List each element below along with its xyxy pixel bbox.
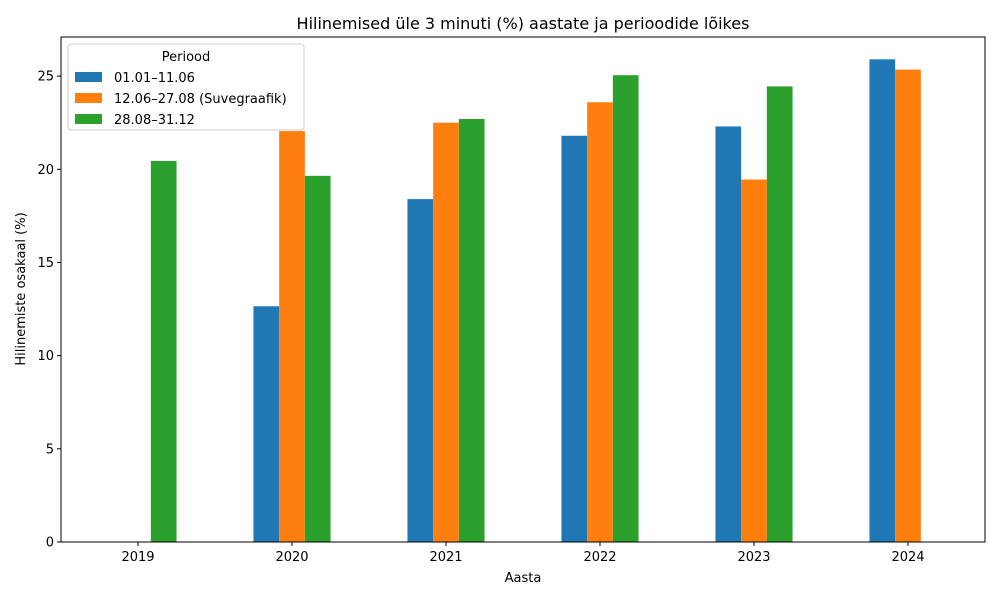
x-tick-label: 2024 xyxy=(891,550,924,565)
bar-2023-series-3 xyxy=(766,86,793,542)
bar-2024-series-2 xyxy=(895,69,921,543)
legend-swatch-series-3 xyxy=(75,114,102,124)
axes-frame xyxy=(60,36,986,543)
bar-2019-series-3 xyxy=(150,160,177,543)
bar-2021-series-3 xyxy=(458,118,485,543)
y-tick-label: 5 xyxy=(46,442,54,457)
bar-2024-series-1 xyxy=(869,59,896,543)
chart-title: Hilinemised üle 3 minuti (%) aastate ja … xyxy=(297,14,750,33)
bar-2020-series-2 xyxy=(279,131,305,543)
y-tick-label: 15 xyxy=(37,256,54,271)
plot-area: 0 5 10 15 20 25 2019 2020 2021 2022 2023 2024 xyxy=(37,36,986,565)
bar-2022-series-3 xyxy=(612,75,639,542)
y-tick-label: 0 xyxy=(46,536,54,551)
bar-2020-series-1 xyxy=(253,306,280,542)
y-axis-title: Hilinemiste osakaal (%) xyxy=(14,212,29,365)
x-tick-label: 2022 xyxy=(583,550,616,565)
legend-label-series-1: 01.01–11.06 xyxy=(114,71,195,86)
legend-swatch-series-2 xyxy=(75,93,102,103)
x-tick-label: 2020 xyxy=(275,550,308,565)
legend-label-series-3: 28.08–31.12 xyxy=(114,113,195,128)
legend-title: Periood xyxy=(162,50,211,65)
y-tick-label: 10 xyxy=(37,349,54,364)
bar-2023-series-1 xyxy=(715,126,742,542)
x-tick-label: 2021 xyxy=(429,550,462,565)
legend-swatch-series-1 xyxy=(75,72,102,82)
bar-2023-series-2 xyxy=(741,179,767,542)
x-tick-label: 2023 xyxy=(737,550,770,565)
y-tick-label: 25 xyxy=(37,70,54,85)
bar-2021-series-2 xyxy=(433,122,459,542)
x-tick-label: 2019 xyxy=(121,550,154,565)
bar-2020-series-3 xyxy=(304,175,331,542)
bar-2022-series-2 xyxy=(587,102,613,542)
legend-label-series-2: 12.06–27.08 (Suvegraafik) xyxy=(114,92,287,107)
x-axis-title: Aasta xyxy=(505,571,542,586)
legend-box xyxy=(67,43,305,131)
y-tick-label: 20 xyxy=(37,163,54,178)
bar-2021-series-1 xyxy=(407,199,434,542)
legend: Periood 01.01–11.06 12.06–27.08 (Suvegraaf… xyxy=(67,43,305,131)
bar-2022-series-1 xyxy=(561,135,588,542)
